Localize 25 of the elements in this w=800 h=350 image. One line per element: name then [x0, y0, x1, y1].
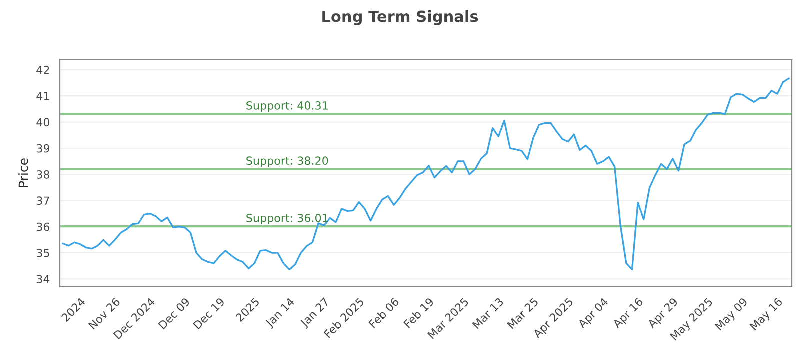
x-tick-label: Dec 19	[192, 297, 226, 330]
x-tick-label: Jan 14	[264, 297, 297, 330]
x-tick-label: Mar 25	[507, 298, 539, 330]
y-tick-label: 41	[36, 92, 50, 100]
ref-line-label: Support: 40.31	[246, 102, 328, 112]
x-tick-label: Apr 04	[577, 297, 610, 330]
y-tick-label: 42	[36, 66, 50, 74]
ref-line-label: Support: 36.01	[246, 214, 328, 225]
chart-title: Long Term Signals	[322, 10, 478, 26]
y-tick-label: 37	[36, 196, 50, 206]
y-tick-label: 39	[36, 144, 50, 153]
y-tick-label: 36	[36, 222, 50, 232]
x-tick-label: Dec 09	[158, 297, 190, 330]
x-tick-label: Apr 16	[612, 297, 646, 330]
y-tick-label: 35	[36, 248, 50, 258]
y-axis-title: Price	[18, 158, 28, 188]
line-series	[62, 78, 790, 271]
y-tick-label: 34	[36, 275, 50, 284]
x-tick-label: Mar 13	[472, 297, 504, 330]
ref-line-label: Support: 38.20	[246, 156, 328, 168]
x-tick-label: Jan 27	[299, 298, 332, 330]
x-tick-label: Feb 06	[368, 297, 400, 328]
y-tick-label: 38	[36, 170, 50, 179]
x-tick-label: Feb 19	[403, 297, 434, 328]
y-tick-label: 40	[36, 118, 50, 127]
